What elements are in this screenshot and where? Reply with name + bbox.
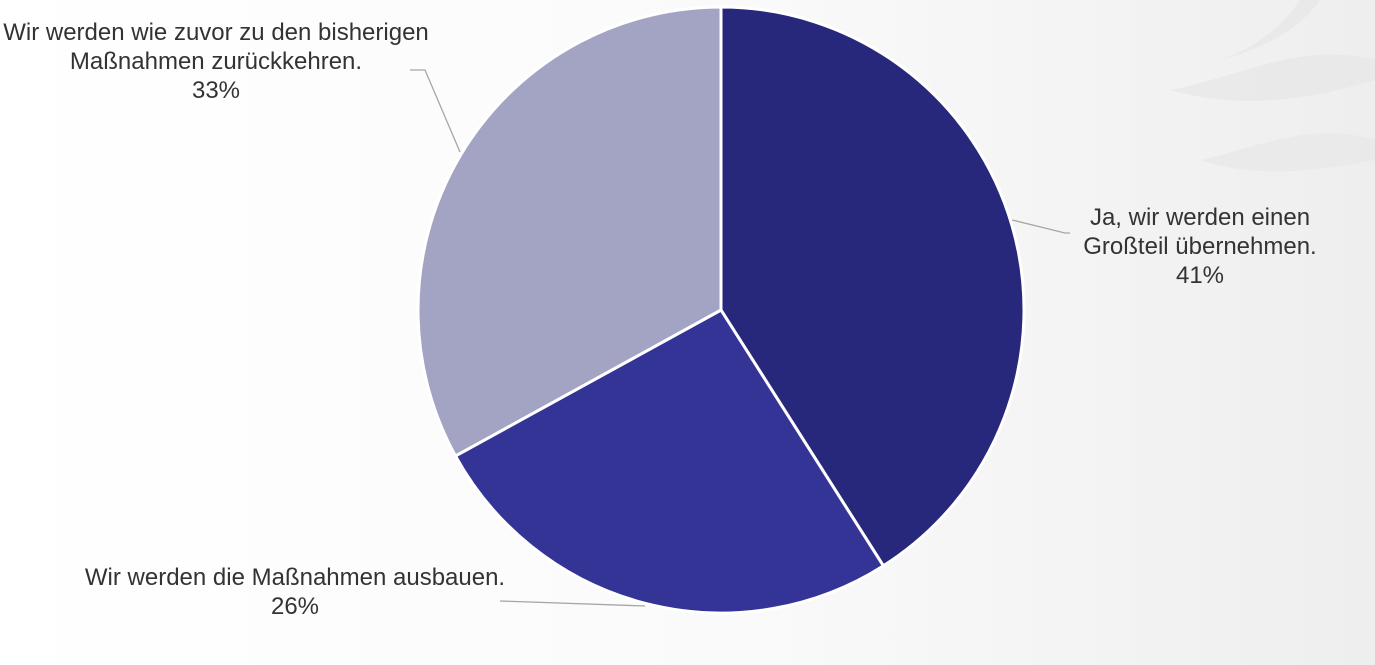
category-label: Wir werden die Maßnahmen ausbauen. <box>84 564 506 591</box>
pie-slice <box>719 5 1026 568</box>
value-label: 26% <box>270 593 320 620</box>
value-label: 41% <box>1175 262 1225 289</box>
leader-line <box>1011 219 1070 234</box>
background-leaf <box>1170 0 1375 172</box>
value-label: 33% <box>191 77 241 104</box>
pie <box>416 5 1026 615</box>
leader-line <box>499 600 646 607</box>
pie-slice <box>416 5 723 459</box>
pie-slice <box>453 308 886 615</box>
category-label: Ja, wir werden einen Großteil übernehmen… <box>1083 204 1317 260</box>
data-label: Wir werden die Maßnahmen ausbauen. 26% <box>80 563 510 621</box>
leader-line <box>410 69 461 153</box>
data-label: Ja, wir werden einen Großteil übernehmen… <box>1060 203 1340 290</box>
category-label: Wir werden wie zuvor zu den bisherigen M… <box>3 19 429 75</box>
data-label: Wir werden wie zuvor zu den bisherigen M… <box>0 18 432 105</box>
